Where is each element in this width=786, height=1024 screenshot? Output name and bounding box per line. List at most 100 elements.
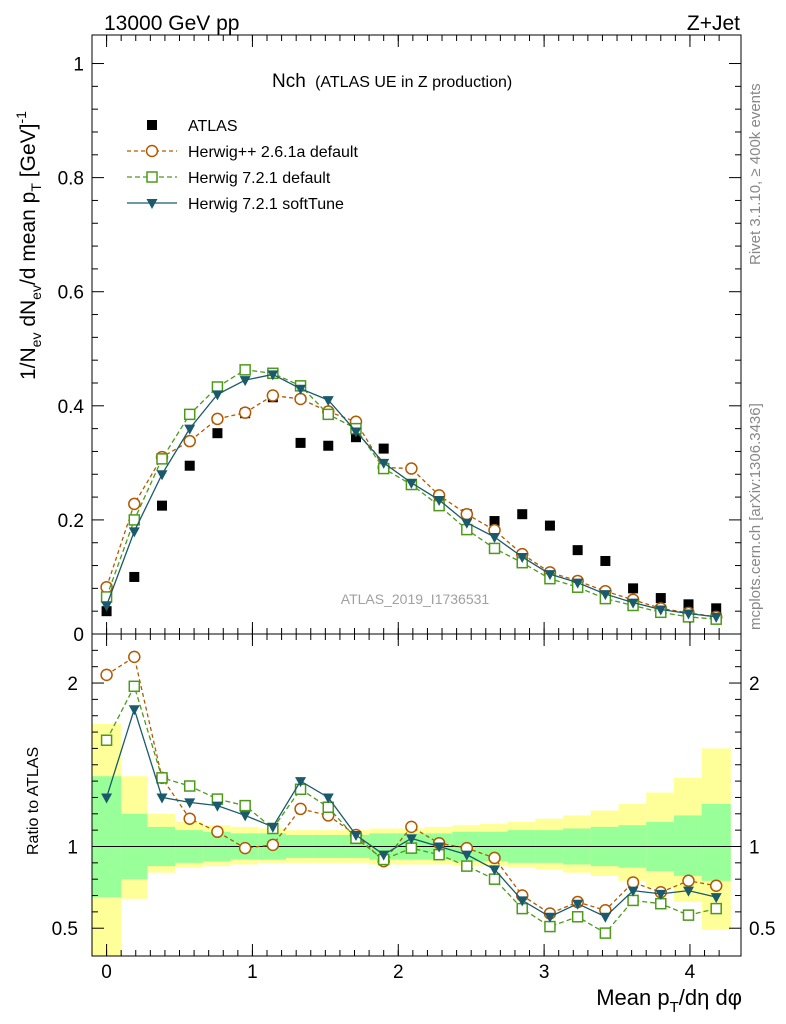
- analysis-watermark: ATLAS_2019_I1736531: [341, 591, 490, 607]
- point-hpp: [266, 389, 280, 402]
- ratio-point-h7d: [322, 801, 335, 814]
- ratio-point-hpp: [100, 668, 113, 682]
- point-hpp: [238, 406, 252, 419]
- point-h7s: [682, 609, 694, 620]
- main-ytick-label: 0.6: [58, 283, 84, 304]
- point-atlas: [544, 520, 555, 531]
- point-atlas: [572, 545, 583, 556]
- point-h7s: [489, 533, 501, 544]
- point-h7d: [488, 542, 501, 555]
- ratio-point-h7d: [682, 909, 695, 921]
- point-atlas: [184, 460, 195, 471]
- rivet-label: Rivet 3.1.10, ≥ 400k events: [747, 83, 764, 265]
- main-ytick-label: 0.2: [58, 511, 84, 532]
- ratio-point-h7s: [489, 865, 501, 876]
- point-h7s: [405, 478, 417, 489]
- ratio-point-h7s: [128, 705, 140, 716]
- main-ytick-label: 0.4: [58, 397, 85, 418]
- series-line-h7s: [105, 373, 717, 618]
- point-atlas: [517, 509, 528, 520]
- point-h7s: [461, 518, 473, 529]
- point-h7s: [516, 552, 528, 563]
- legend-label-hpp: Herwig++ 2.6.1a default: [188, 144, 358, 161]
- ratio-bands: [92, 723, 741, 956]
- point-atlas: [600, 555, 611, 566]
- axis-ticks: 0 0.2 0.4 0.6 0.8 1 0.5 0.5 1 1 2 2 0 1 2 3 4: [52, 35, 775, 983]
- series-line-h7d: [105, 369, 717, 620]
- main-ytick-label: 1: [73, 55, 84, 76]
- point-h7s: [350, 427, 362, 438]
- point-h7s: [156, 470, 168, 481]
- ratio-point-hpp: [682, 874, 695, 888]
- ratio-point-hpp: [211, 825, 224, 839]
- plot-title-sub: (ATLAS UE in Z production): [315, 74, 512, 91]
- point-h7s: [433, 495, 445, 506]
- y-axis-label-ratio: Ratio to ATLAS: [25, 747, 42, 855]
- point-h7d: [156, 453, 168, 465]
- ratio-ytick-label-left: 0.5: [52, 919, 78, 940]
- ratio-ytick-label-right: 0.5: [749, 919, 775, 940]
- ratio-point-h7s: [627, 886, 639, 897]
- point-h7s: [599, 590, 611, 601]
- ratio-point-hpp: [238, 841, 252, 855]
- ratio-point-h7d: [599, 927, 612, 939]
- legend-marker-h7d: [146, 171, 158, 183]
- ratio-point-h7s: [461, 850, 473, 861]
- ratio-point-h7d: [405, 842, 418, 854]
- ratio-point-h7d: [710, 902, 722, 915]
- ratio-point-hpp: [294, 802, 307, 816]
- ratio-point-hpp: [405, 820, 418, 834]
- point-atlas: [295, 437, 306, 448]
- main-ytick-label: 0: [73, 625, 84, 646]
- point-h7s: [544, 570, 556, 581]
- point-atlas: [212, 428, 223, 439]
- band-inner: [701, 803, 731, 881]
- point-atlas: [323, 440, 334, 451]
- legend-label-h7s: Herwig 7.2.1 softTune: [188, 196, 344, 213]
- ratio-point-h7d: [239, 799, 251, 812]
- point-h7s: [267, 370, 279, 381]
- ratio-point-h7s: [267, 822, 279, 833]
- point-atlas: [489, 516, 500, 527]
- ratio-point-h7d: [544, 920, 556, 933]
- ratio-point-h7s: [682, 886, 694, 897]
- point-atlas: [683, 599, 694, 610]
- point-h7s: [322, 396, 334, 407]
- xtick-label: 0: [101, 962, 112, 983]
- point-h7d: [239, 364, 251, 376]
- ratio-point-hpp: [266, 838, 280, 852]
- point-h7s: [572, 578, 584, 589]
- legend-marker-h7s: [146, 199, 158, 209]
- series-line-hpp: [105, 394, 717, 618]
- ratio-point-h7d: [183, 780, 196, 792]
- legend-label-atlas: ATLAS: [188, 118, 238, 135]
- point-h7s: [184, 424, 196, 435]
- legend-marker-atlas: [147, 120, 157, 130]
- point-h7s: [710, 612, 722, 623]
- header-process: Z+Jet: [687, 12, 740, 35]
- ratio-point-h7s: [211, 801, 223, 812]
- ratio-point-hpp: [709, 879, 723, 892]
- ratio-point-h7s: [599, 912, 611, 923]
- ratio-point-h7d: [128, 680, 141, 693]
- legend-marker-hpp: [145, 144, 159, 158]
- point-atlas: [711, 603, 722, 614]
- point-h7s: [101, 601, 113, 612]
- point-h7s: [655, 605, 667, 616]
- ratio-point-h7s: [544, 912, 556, 923]
- point-hpp: [183, 434, 196, 448]
- ratio-line-hpp: [106, 655, 717, 915]
- point-atlas: [129, 571, 140, 582]
- ratio-point-h7s: [322, 793, 334, 804]
- ratio-ytick-label-right: 1: [749, 837, 760, 858]
- point-atlas: [157, 500, 168, 511]
- point-h7s: [128, 527, 140, 538]
- legend-label-h7d: Herwig 7.2.1 default: [188, 170, 331, 187]
- y-axis-label-main: 1/Nev dNev/d mean pT [GeV]-1: [13, 111, 44, 380]
- point-h7d: [322, 408, 335, 421]
- ratio-panel-frame: [91, 633, 742, 957]
- ratio-point-h7s: [433, 842, 445, 853]
- ratio-point-h7s: [101, 793, 113, 804]
- xtick-label: 1: [247, 962, 258, 983]
